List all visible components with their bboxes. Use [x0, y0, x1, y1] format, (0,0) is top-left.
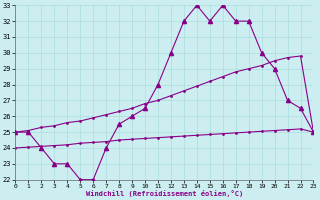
X-axis label: Windchill (Refroidissement éolien,°C): Windchill (Refroidissement éolien,°C): [86, 190, 243, 197]
